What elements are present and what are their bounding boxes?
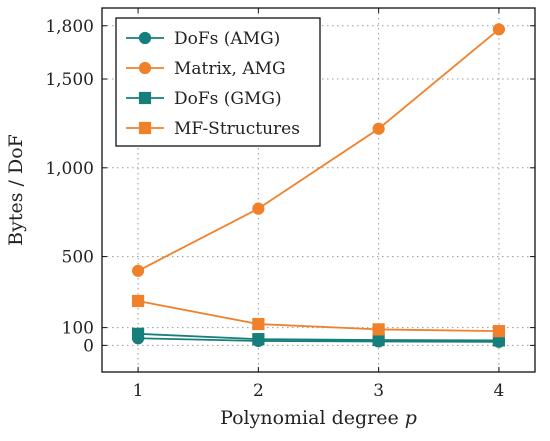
series-layer (131, 23, 506, 348)
series-line (138, 337, 499, 343)
data-point (252, 202, 265, 215)
legend-marker (138, 121, 152, 135)
data-point (492, 325, 506, 338)
legend-label: MF-Structures (174, 119, 300, 139)
series-line (137, 28, 500, 272)
y-tick-label: 1,000 (45, 159, 94, 179)
series-line (137, 300, 499, 333)
legend-marker (138, 31, 152, 45)
data-point (492, 23, 506, 36)
data-point (372, 323, 385, 336)
legend-label: DoFs (AMG) (174, 29, 280, 49)
series-line (138, 332, 499, 342)
y-tick-label: 1,800 (45, 17, 94, 37)
legend-item: MF-Structures (126, 119, 300, 139)
y-tick-label: 1,500 (45, 70, 94, 90)
legend-marker (138, 91, 152, 105)
series-mf-structures (131, 294, 506, 338)
plot-frame (101, 7, 536, 373)
x-axis-label-variable: p (405, 407, 417, 429)
legend-item: DoFs (AMG) (126, 29, 280, 49)
x-axis-label: Polynomial degree p (220, 407, 417, 429)
series-dofs-gmg (131, 327, 506, 347)
data-point (252, 317, 265, 331)
data-point (131, 264, 145, 277)
legend-marker (138, 61, 152, 75)
y-axis-label: Bytes / DoF (5, 134, 27, 246)
legend-label: DoFs (GMG) (174, 89, 282, 109)
legend-item: Matrix, AMG (126, 59, 286, 79)
x-tick-label: 1 (133, 381, 144, 401)
y-tick-label: 0 (83, 336, 94, 356)
x-tick-label: 3 (373, 381, 384, 401)
x-tick-label: 4 (494, 381, 505, 401)
data-point (252, 333, 265, 346)
data-point (372, 122, 385, 135)
legend-item: DoFs (GMG) (126, 89, 282, 109)
series-matrix-amg (131, 23, 506, 277)
legend: DoFs (AMG) Matrix, AMG DoFs (GMG) MF-Struct… (115, 17, 321, 147)
y-tick-label: 100 (62, 319, 94, 339)
data-point (131, 294, 145, 308)
y-tick-label: 500 (62, 248, 94, 268)
data-point (372, 333, 385, 347)
data-point (131, 327, 145, 340)
x-tick-label: 2 (253, 381, 264, 401)
legend-label: Matrix, AMG (174, 59, 286, 79)
x-axis-label-text: Polynomial degree (220, 407, 399, 429)
